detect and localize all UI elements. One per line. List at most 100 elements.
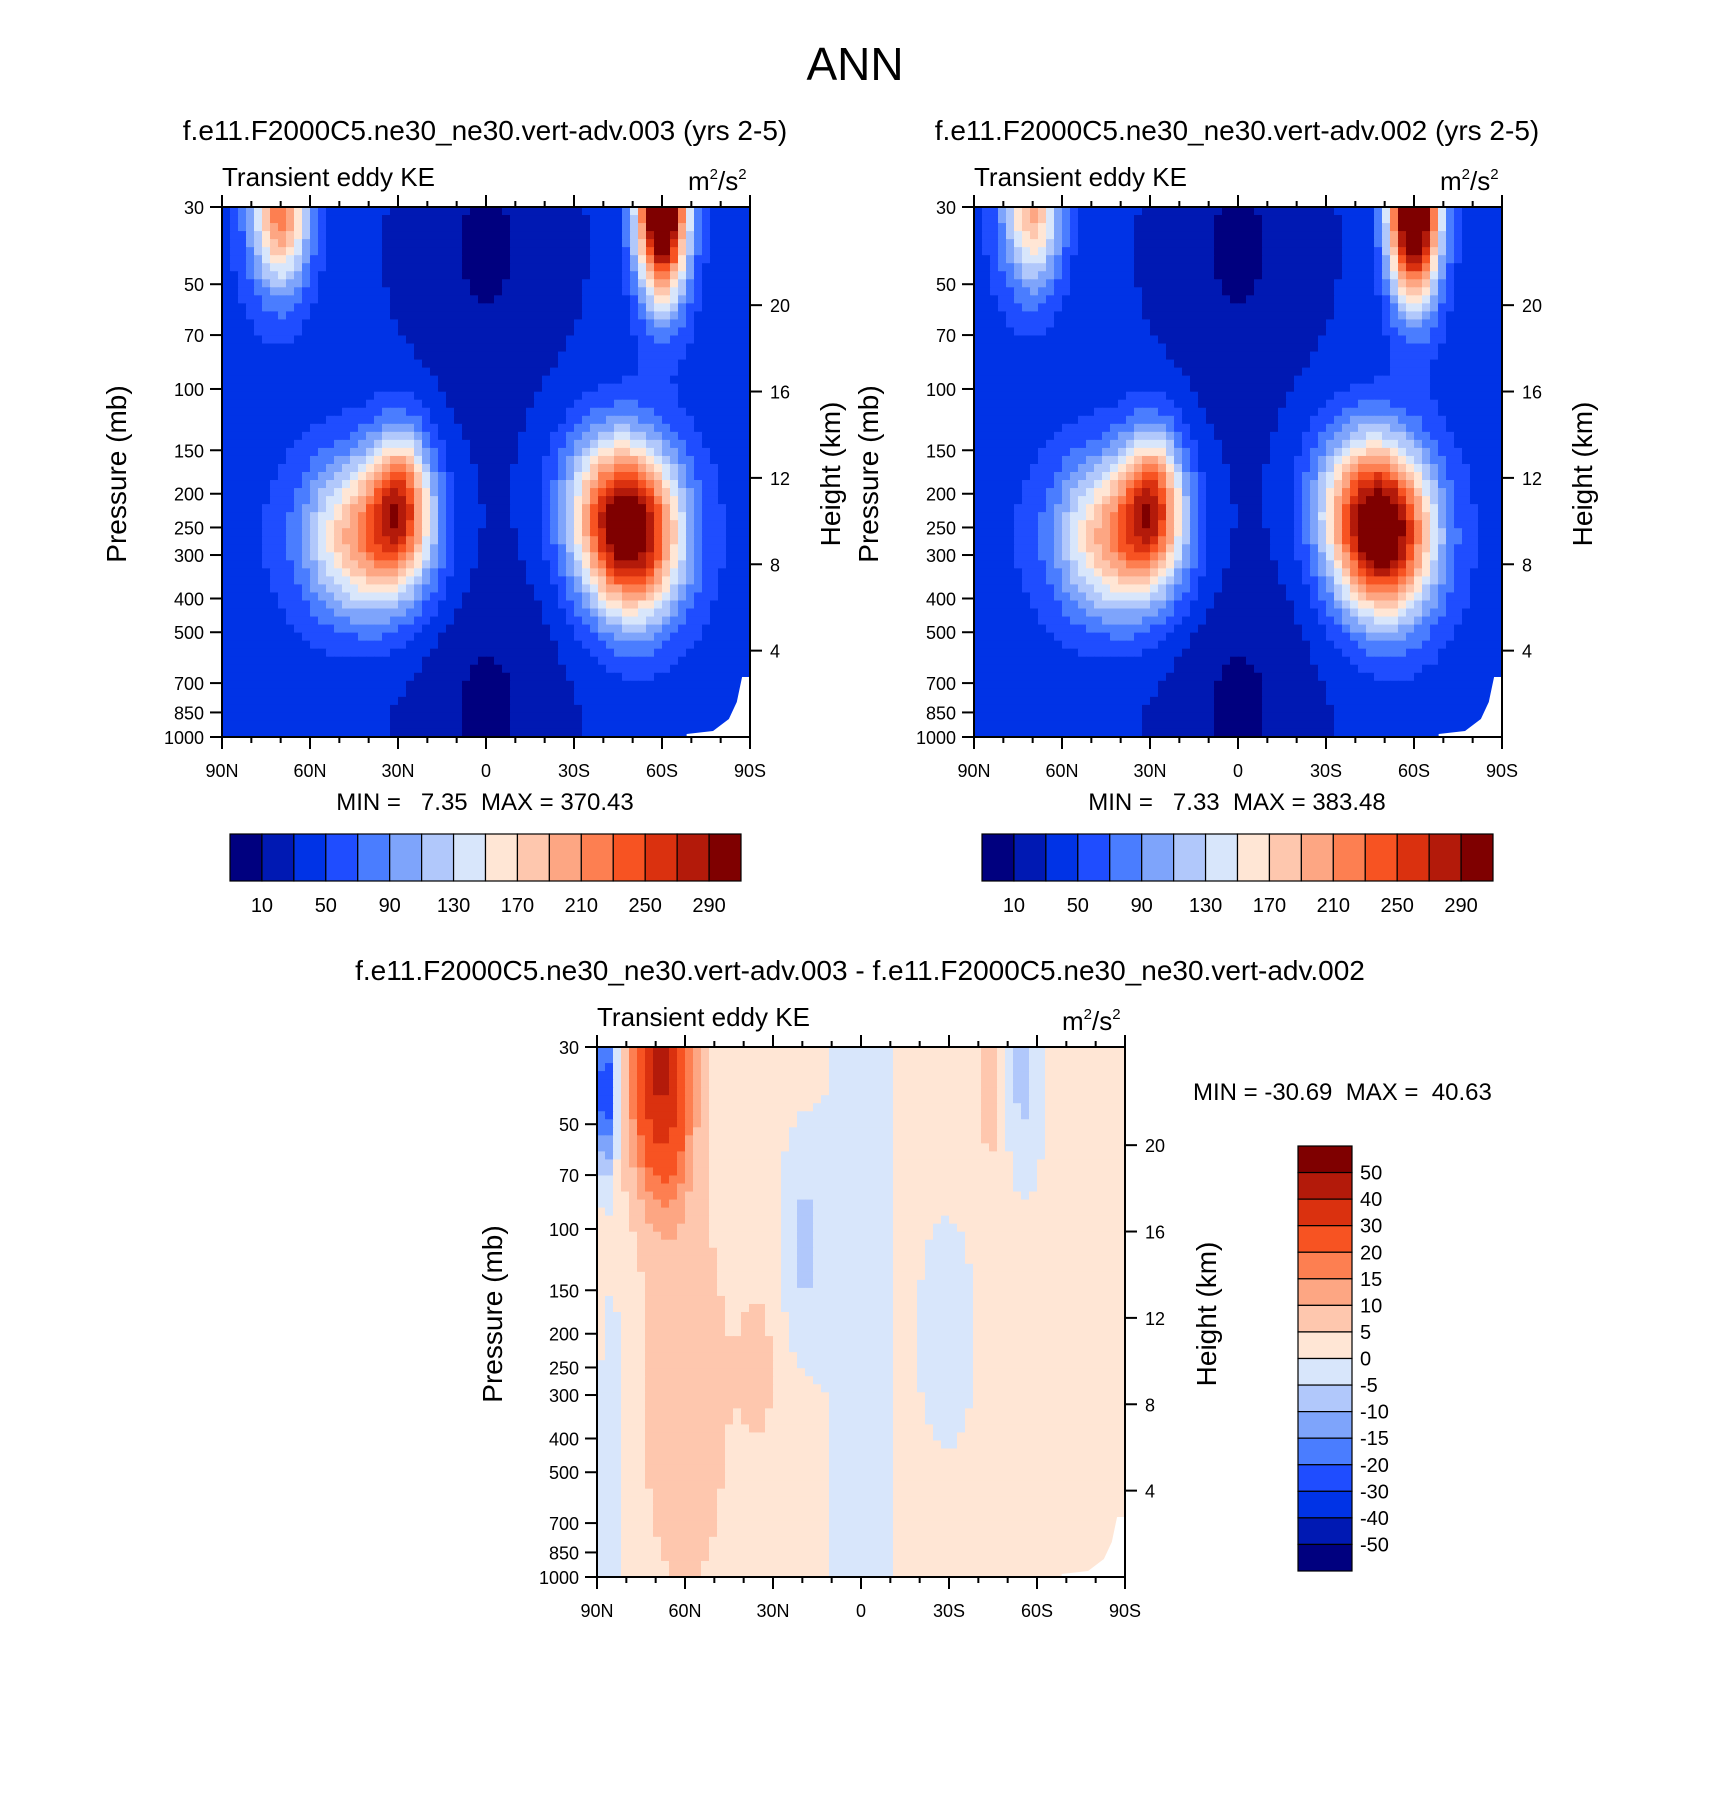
field-cell (262, 536, 271, 545)
field-cell (270, 463, 279, 473)
field-cell (534, 407, 543, 417)
field-cell (430, 399, 439, 409)
field-cell (302, 528, 311, 537)
field-cell (414, 568, 423, 577)
field-cell (462, 520, 471, 529)
field-cell (470, 375, 479, 385)
field-cell (550, 303, 559, 312)
field-cell (254, 672, 263, 682)
field-cell (558, 528, 567, 537)
field-cell (238, 303, 247, 312)
field-cell (318, 215, 327, 224)
field-cell (534, 343, 543, 353)
field-cell (326, 431, 335, 441)
field-cell (478, 568, 487, 577)
field-cell (302, 536, 311, 545)
field-cell (302, 576, 311, 586)
field-cell (494, 439, 503, 449)
field-cell (1206, 231, 1215, 240)
y-tick-right-label: 12 (770, 469, 790, 489)
field-cell (334, 624, 343, 634)
field-cell (406, 271, 415, 280)
field-cell (670, 672, 679, 682)
field-cell (566, 504, 575, 513)
field-cell (726, 552, 735, 561)
field-cell (382, 391, 391, 401)
field-cell (614, 231, 623, 240)
field-cell (382, 688, 391, 698)
field-cell (342, 688, 351, 698)
field-cell (646, 504, 655, 513)
field-cell (374, 688, 383, 698)
field-cell (998, 215, 1007, 224)
field-cell (334, 504, 343, 513)
colorbar-swatch (612, 833, 646, 882)
field-cell (494, 712, 503, 722)
field-cell (470, 239, 479, 248)
field-cell (286, 488, 295, 497)
field-cell (430, 648, 439, 658)
field-cell (254, 359, 263, 369)
field-cell (694, 616, 703, 626)
field-cell (1214, 231, 1223, 240)
field-cell (630, 616, 639, 626)
field-cell (702, 688, 711, 698)
field-cell (286, 327, 295, 337)
field-cell (1102, 247, 1111, 256)
field-cell (598, 688, 607, 698)
field-cell (662, 720, 671, 730)
field-cell (350, 640, 359, 650)
field-cell (310, 271, 319, 280)
field-cell (734, 335, 743, 345)
field-cell (334, 632, 343, 642)
field-cell (254, 656, 263, 666)
field-cell (406, 712, 415, 722)
field-cell (270, 480, 279, 489)
field-cell (1398, 207, 1407, 216)
panel-title: f.e11.F2000C5.ne30_ne30.vert-adv.002 (yr… (935, 115, 1539, 146)
field-cell (422, 544, 431, 553)
field-cell (334, 207, 343, 216)
field-cell (686, 592, 695, 602)
field-cell (262, 343, 271, 353)
field-cell (654, 327, 663, 337)
field-cell (1478, 223, 1487, 232)
field-cell (238, 359, 247, 369)
field-cell (622, 247, 631, 256)
field-cell (414, 391, 423, 401)
field-cell (574, 215, 583, 224)
field-cell (310, 439, 319, 449)
field-cell (630, 600, 639, 610)
field-cell (550, 447, 559, 457)
field-cell (262, 584, 271, 594)
field-cell (342, 231, 351, 240)
field-cell (582, 648, 591, 658)
field-cell (302, 688, 311, 698)
field-cell (246, 672, 255, 682)
field-cell (278, 480, 287, 489)
field-cell (622, 327, 631, 337)
field-cell (526, 728, 535, 738)
field-cell (262, 472, 271, 481)
field-cell (710, 544, 719, 553)
field-cell (230, 239, 239, 248)
field-cell (398, 664, 407, 674)
field-cell (590, 415, 599, 425)
field-cell (310, 680, 319, 690)
field-cell (678, 512, 687, 521)
field-cell (430, 359, 439, 369)
field-cell (742, 415, 751, 425)
field-cell (702, 624, 711, 634)
field-cell (654, 680, 663, 690)
field-cell (518, 704, 527, 714)
field-cell (974, 223, 983, 232)
field-cell (278, 728, 287, 738)
field-cell (406, 359, 415, 369)
field-cell (382, 223, 391, 232)
field-cell (414, 367, 423, 377)
field-cell (1038, 231, 1047, 240)
field-cell (1214, 239, 1223, 248)
field-cell (486, 247, 495, 256)
field-cell (654, 672, 663, 682)
field-cell (246, 335, 255, 345)
